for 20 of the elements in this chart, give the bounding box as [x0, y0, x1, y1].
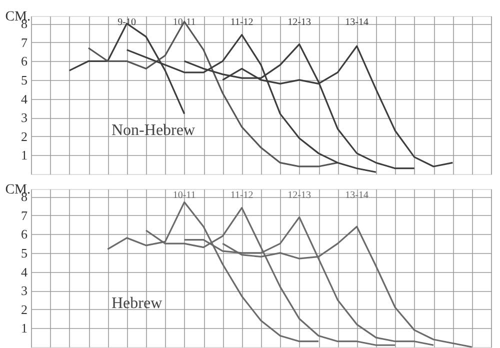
y-tick-label: 1 [21, 320, 28, 336]
series-label: 9-10 [118, 17, 136, 28]
y-tick-label: 6 [21, 54, 28, 69]
text: 13-14 [345, 17, 369, 28]
annotation: Non-Hebrew [112, 122, 196, 139]
y-tick-label: 1 [21, 148, 28, 163]
y-tick-label: 3 [21, 110, 28, 126]
y-tick-label: 4 [21, 264, 28, 280]
y-tick-label: 7 [21, 208, 28, 223]
series-label: 11-12 [230, 17, 254, 28]
y-tick-label: 3 [21, 283, 28, 298]
y-tick-label: 2 [21, 128, 28, 144]
series-label: 12-13 [288, 17, 312, 28]
y-tick-label: 6 [21, 226, 28, 242]
annotation: Hebrew [112, 294, 163, 312]
y-tick-label: 2 [21, 302, 28, 317]
y-tick-label: 5 [21, 245, 28, 260]
y-tick-label: 7 [21, 34, 28, 50]
y-tick-label: 4 [21, 91, 28, 106]
y-tick-label: 5 [21, 72, 28, 88]
